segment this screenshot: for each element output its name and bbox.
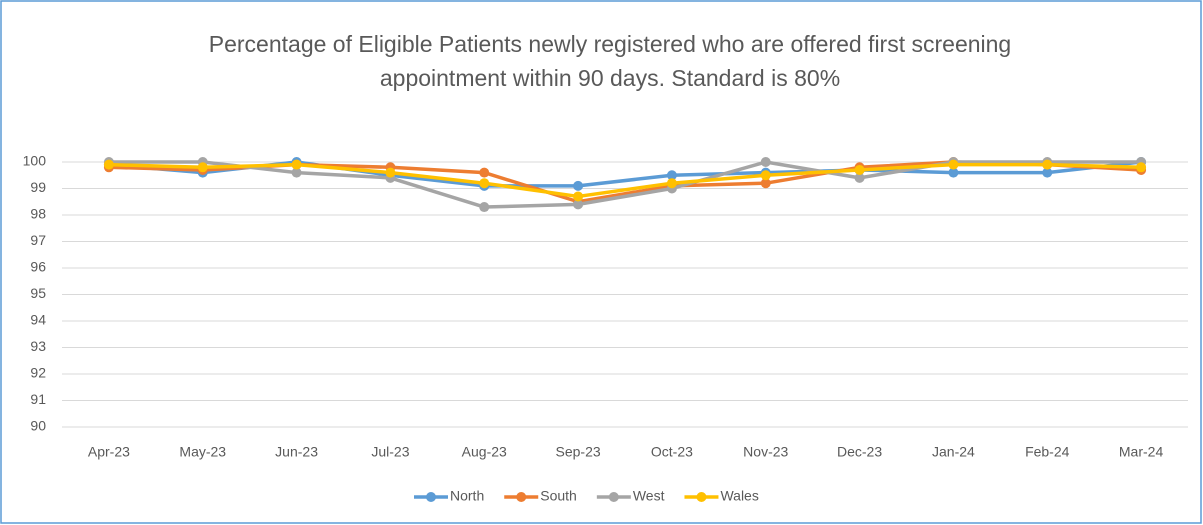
x-tick-label: Nov-23 (743, 444, 788, 460)
legend-label: Wales (720, 488, 758, 504)
series-line (108, 162, 1142, 199)
legend-label: West (633, 488, 665, 504)
data-point (1042, 159, 1053, 170)
data-point (291, 167, 302, 178)
data-point (854, 172, 865, 183)
y-tick-label: 98 (30, 206, 46, 222)
legend-marker (608, 492, 619, 502)
y-tick-label: 96 (30, 259, 46, 275)
y-tick-label: 90 (30, 418, 46, 434)
y-tick-label: 92 (30, 365, 46, 381)
x-tick-label: Jul-23 (371, 444, 409, 460)
legend-label: South (540, 488, 577, 504)
legend-label: North (450, 488, 484, 504)
y-tick-label: 99 (30, 179, 46, 195)
data-point (760, 157, 771, 167)
y-tick-label: 94 (30, 312, 46, 328)
x-tick-label: Oct-23 (651, 444, 693, 460)
data-point (666, 178, 677, 189)
data-point (573, 191, 584, 202)
x-tick-label: Dec-23 (837, 444, 882, 460)
x-tick-label: May-23 (179, 444, 226, 460)
chart-title: Percentage of Eligible Patients newly re… (209, 31, 1011, 57)
data-point (573, 199, 584, 210)
x-tick-label: Mar-24 (1119, 444, 1164, 460)
data-point (760, 178, 771, 189)
x-tick-label: Aug-23 (462, 444, 507, 460)
data-point (573, 180, 584, 191)
y-tick-label: 93 (30, 338, 46, 354)
x-tick-label: Feb-24 (1025, 444, 1070, 460)
legend-marker (426, 492, 436, 502)
data-point (854, 164, 865, 175)
data-point (1136, 162, 1147, 173)
data-point (197, 162, 208, 173)
legend-marker (516, 492, 527, 502)
data-point (948, 159, 959, 170)
chart-title: appointment within 90 days. Standard is … (380, 65, 840, 91)
y-tick-label: 91 (30, 391, 46, 407)
data-point (103, 159, 114, 170)
x-tick-label: Jan-24 (932, 444, 975, 460)
x-tick-label: Jun-23 (275, 444, 318, 460)
data-point (666, 170, 677, 181)
y-tick-label: 95 (30, 285, 46, 301)
data-point (760, 170, 771, 181)
data-point (479, 202, 490, 213)
data-point (479, 178, 490, 189)
data-point (1042, 167, 1053, 178)
y-tick-label: 100 (23, 153, 47, 169)
legend-marker (696, 492, 707, 502)
x-tick-label: Apr-23 (88, 444, 130, 460)
data-point (385, 167, 396, 178)
series-line (108, 160, 1142, 209)
data-point (291, 159, 302, 170)
data-point (948, 167, 959, 178)
y-tick-label: 97 (30, 232, 46, 248)
data-point (479, 167, 490, 178)
x-tick-label: Sep-23 (556, 444, 601, 460)
